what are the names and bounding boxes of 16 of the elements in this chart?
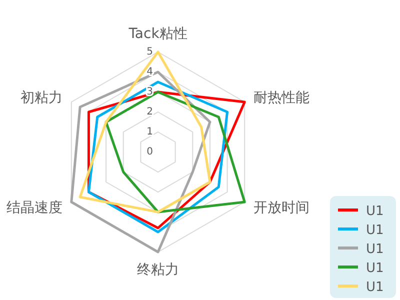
legend-label: U1	[366, 223, 384, 238]
spoke-label: 开放时间	[253, 200, 310, 216]
legend-label: U1	[366, 242, 384, 257]
y-tick-label: 0	[146, 146, 153, 158]
y-tick-label: 1	[146, 126, 153, 138]
spoke-label: 终粘力	[137, 262, 179, 278]
y-tick-label: 2	[146, 106, 153, 118]
legend-label: U1	[366, 261, 384, 276]
spoke-label: Tack粘性	[128, 26, 188, 42]
spoke-label: 初粘力	[20, 90, 63, 106]
y-tick-label: 5	[146, 46, 153, 58]
legend-label: U1	[366, 280, 384, 295]
y-tick-label: 4	[146, 66, 153, 78]
spoke-label: 结晶速度	[6, 200, 63, 216]
spoke-label: 耐热性能	[253, 90, 310, 106]
legend-label: U1	[366, 204, 384, 219]
